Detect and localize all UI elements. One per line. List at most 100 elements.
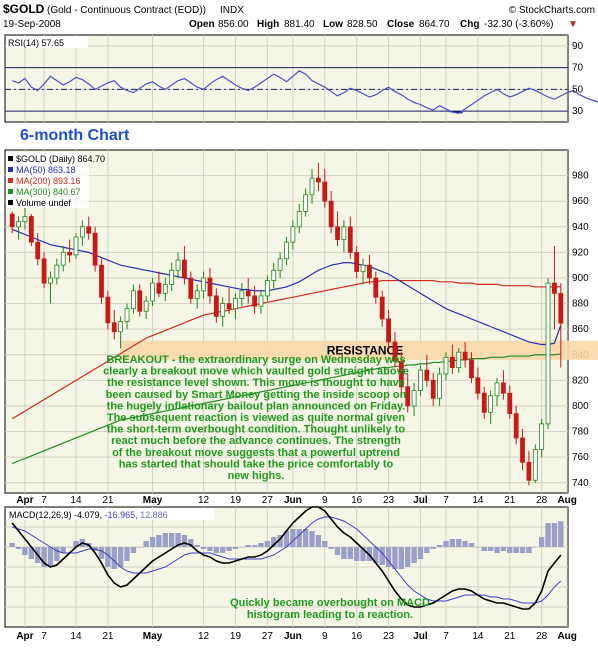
x-tick-label: Aug xyxy=(557,495,576,506)
macd-histogram-bar xyxy=(181,535,188,547)
macd-histogram-bar xyxy=(436,545,443,547)
candle-body xyxy=(430,379,436,399)
candle-body xyxy=(48,277,53,284)
candle-body xyxy=(290,226,296,243)
candle-body xyxy=(22,216,28,223)
macd-histogram-bar xyxy=(41,547,47,567)
macd-histogram-bar xyxy=(283,531,290,547)
rsi-label: RSI(14) 57.65 xyxy=(8,38,64,48)
macd-histogram-bar xyxy=(494,547,500,553)
chg-value: -32.30 (-3.60%) xyxy=(484,19,553,30)
rsi-tick-label: 50 xyxy=(572,84,584,95)
low-label: Low xyxy=(323,19,343,30)
chart-date: 19-Sep-2008 xyxy=(3,19,61,30)
macd-histogram-bar xyxy=(137,547,143,548)
candle-body xyxy=(424,369,430,381)
legend-entry: $GOLD (Daily) 864.70 xyxy=(16,154,105,164)
candle-body xyxy=(239,290,245,299)
legend-entry: MA(200) 893.16 xyxy=(16,176,81,186)
macd-histogram-bar xyxy=(245,545,251,547)
candle-body xyxy=(539,423,545,450)
candle-body xyxy=(507,392,513,415)
x-tick-label: May xyxy=(143,631,163,642)
candle-body xyxy=(526,461,532,481)
x-tick-label: 12 xyxy=(198,631,210,642)
candle-body xyxy=(105,296,111,324)
candle-body xyxy=(315,177,321,183)
macd-histogram-bar xyxy=(277,535,283,547)
price-tick-label: 920 xyxy=(572,247,589,258)
macd-histogram-bar xyxy=(475,547,481,548)
macd-histogram-bar xyxy=(168,533,175,547)
candle-body xyxy=(379,296,385,320)
macd-histogram-bar xyxy=(207,547,213,551)
x-tick-label: 19 xyxy=(230,631,242,642)
x-tick-label: 7 xyxy=(443,631,449,642)
ma300-line xyxy=(11,353,561,465)
macd-histogram-bar xyxy=(443,541,449,547)
price-tick-label: 880 xyxy=(572,299,589,310)
candle-body xyxy=(118,321,124,333)
price-tick-label: 980 xyxy=(572,171,589,182)
legend-swatch xyxy=(8,178,13,183)
macd-histogram-bar xyxy=(111,547,117,569)
macd-histogram-bar xyxy=(149,537,156,547)
macd-histogram-bar xyxy=(519,547,526,553)
x-tick-label: 21 xyxy=(102,631,114,642)
price-legend-box xyxy=(6,152,89,208)
macd-histogram-bar xyxy=(54,547,60,561)
candle-body xyxy=(220,303,226,317)
macd-histogram-bar xyxy=(315,535,322,547)
price-tick-label: 940 xyxy=(572,222,589,233)
x-axis-bottom: Apr71421May121927Jun91623Jul7142128Aug11… xyxy=(16,631,577,642)
candle-body xyxy=(386,318,391,343)
macd-histogram-bar xyxy=(468,543,475,547)
macd-histogram-bar xyxy=(309,531,315,547)
x-tick-label: Jun xyxy=(284,495,302,506)
macd-histogram-bar xyxy=(449,539,456,547)
resistance-band xyxy=(120,340,598,360)
macd-histogram-bar xyxy=(130,547,137,553)
candle-body xyxy=(9,213,15,228)
x-tick-label: Apr xyxy=(16,495,33,506)
macd-histogram-bar xyxy=(411,547,417,563)
chg-down-arrow-icon: ▼ xyxy=(568,19,578,30)
x-tick-label: 12 xyxy=(198,495,210,506)
x-tick-label: 28 xyxy=(536,495,548,506)
candle-body xyxy=(354,251,360,272)
x-tick-label: 16 xyxy=(351,631,363,642)
candle-body xyxy=(520,437,525,463)
chg-label: Chg xyxy=(460,19,479,30)
macd-histogram-bar xyxy=(47,547,54,567)
candle-body xyxy=(296,211,302,228)
macd-histogram-bar xyxy=(15,547,22,549)
x-axis-middle: Apr71421May121927Jun91623Jul7142128Aug11… xyxy=(16,495,577,506)
x-tick-label: 7 xyxy=(41,495,47,506)
close-value: 864.70 xyxy=(419,19,450,30)
close-label: Close xyxy=(387,19,415,30)
candle-body xyxy=(335,226,340,240)
macd-histogram-bar xyxy=(532,547,538,548)
rsi-series-line xyxy=(11,70,598,114)
price-panel: 740760780800820840860880900920940960980R… xyxy=(4,127,598,494)
candle-body xyxy=(475,377,481,394)
candle-body xyxy=(398,360,404,388)
candle-body xyxy=(169,269,175,285)
price-tick-label: 820 xyxy=(572,375,589,386)
macd-histogram-bar xyxy=(526,547,532,553)
x-tick-label: 16 xyxy=(351,495,363,506)
candle-body xyxy=(162,283,168,294)
candle-body xyxy=(264,280,270,297)
candle-body xyxy=(449,356,455,368)
macd-histogram-bar xyxy=(487,547,494,551)
candle-body xyxy=(411,390,417,407)
candle-body xyxy=(182,259,187,279)
macd-histogram-bar xyxy=(558,521,564,547)
candle-body xyxy=(500,382,506,394)
macd-histogram-bar xyxy=(271,537,277,547)
macd-line xyxy=(11,506,562,610)
candle-body xyxy=(156,282,162,294)
rsi-tick-label: 70 xyxy=(572,63,584,74)
candle-body xyxy=(99,264,104,298)
candle-body xyxy=(213,295,219,317)
